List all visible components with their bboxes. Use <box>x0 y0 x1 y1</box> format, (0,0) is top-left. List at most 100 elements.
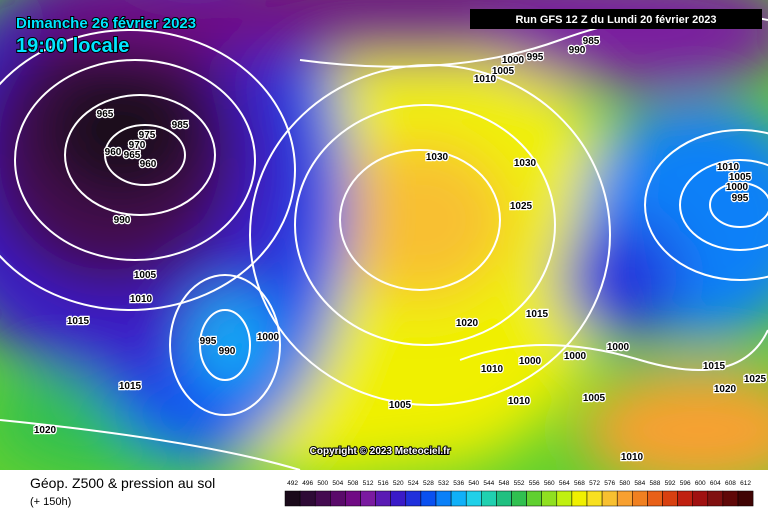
isobar-label: 1005 <box>729 172 752 183</box>
scale-label: 528 <box>423 480 434 487</box>
isobar-label: 1000 <box>607 342 630 353</box>
scale-label: 596 <box>680 480 691 487</box>
isobar-label: 975 <box>139 130 156 141</box>
scale-swatch <box>737 490 754 507</box>
isobar-label: 1010 <box>481 364 504 375</box>
scale-label: 604 <box>710 480 721 487</box>
isobar-label: 1010 <box>717 162 740 173</box>
footer-title: Géop. Z500 & pression au sol <box>30 475 215 491</box>
scale-label: 512 <box>363 480 374 487</box>
scale-label: 552 <box>514 480 525 487</box>
scale-swatch <box>616 490 633 507</box>
scale-label: 580 <box>619 480 630 487</box>
scale-label: 600 <box>695 480 706 487</box>
scale-label: 572 <box>589 480 600 487</box>
scale-label: 608 <box>725 480 736 487</box>
isobar-label: 995 <box>200 336 217 347</box>
scale-swatch <box>450 490 467 507</box>
scale-swatch <box>435 490 452 507</box>
isobar-label: 1010 <box>130 294 153 305</box>
isobar-label: 990 <box>569 45 586 56</box>
isobar-label: 1000 <box>726 182 749 193</box>
scale-label: 540 <box>468 480 479 487</box>
scale-label: 496 <box>302 480 313 487</box>
scale-label: 508 <box>348 480 359 487</box>
scale-label: 516 <box>378 480 389 487</box>
isobar-label: 1020 <box>714 384 737 395</box>
scale-swatch <box>647 490 663 507</box>
scale-label: 560 <box>544 480 555 487</box>
scale-swatch <box>284 490 301 507</box>
copyright: Copyright © 2023 Meteociel.fr <box>310 446 451 457</box>
scale-swatch <box>511 490 527 507</box>
scale-label: 612 <box>740 480 751 487</box>
isobar-label: 1010 <box>621 452 644 463</box>
isobar-label: 990 <box>114 215 131 226</box>
isobar-label: 960 <box>140 159 157 170</box>
scale-label: 500 <box>317 480 328 487</box>
field <box>0 0 768 490</box>
map-time: 19:00 locale <box>16 35 129 57</box>
isobar-label: 965 <box>97 109 114 120</box>
scale-swatch <box>465 490 482 507</box>
isobar-label: 995 <box>732 193 749 204</box>
scale-swatch <box>330 490 346 507</box>
scale-label: 584 <box>634 480 645 487</box>
isobar-label: 1010 <box>474 74 497 85</box>
isobar-label: 1005 <box>492 66 515 77</box>
scale-label: 532 <box>438 480 449 487</box>
isobar-label: 1005 <box>134 270 157 281</box>
scale-swatch <box>360 490 376 507</box>
isobar-label: 960 <box>105 147 122 158</box>
isobar-label: 1005 <box>583 393 606 404</box>
scale-label: 592 <box>665 480 676 487</box>
isobar-label: 1020 <box>456 318 479 329</box>
scale-swatch <box>420 490 437 507</box>
isobar-label: 1000 <box>257 332 280 343</box>
isobar-label: 1005 <box>389 400 412 411</box>
isobar-label: 1025 <box>744 374 767 385</box>
scale-label: 544 <box>483 480 494 487</box>
isobar-label: 990 <box>219 346 236 357</box>
isobar-label: 1015 <box>119 381 142 392</box>
scale-label: 588 <box>650 480 661 487</box>
scale-label: 524 <box>408 480 419 487</box>
scale-swatch <box>556 490 573 507</box>
scale-swatch <box>722 490 739 507</box>
scale-swatch <box>375 490 391 507</box>
map-date: Dimanche 26 février 2023 <box>16 15 196 32</box>
isobar-label: 1030 <box>426 152 449 163</box>
scale-swatch <box>496 490 512 507</box>
scale-swatch <box>345 490 361 507</box>
isobar-label: 1025 <box>510 201 533 212</box>
scale-swatch <box>692 490 709 507</box>
scale-label: 504 <box>332 480 343 487</box>
isobar-label: 985 <box>172 120 189 131</box>
scale-swatch <box>632 490 648 507</box>
scale-swatch <box>677 490 693 507</box>
isobar-label: 1015 <box>67 316 90 327</box>
isobar-label: 1015 <box>526 309 549 320</box>
isobar-label: 1010 <box>508 396 531 407</box>
scale-label: 564 <box>559 480 570 487</box>
run-box <box>470 9 762 29</box>
isobar-label: 1000 <box>564 351 587 362</box>
scale-label: 556 <box>529 480 540 487</box>
scale-swatch <box>314 490 331 507</box>
scale-swatch <box>586 490 603 507</box>
scale-swatch <box>481 490 497 507</box>
isobar-label: 1015 <box>703 361 726 372</box>
scale-swatch <box>541 490 558 507</box>
scale-swatch <box>390 490 407 507</box>
lead-time: (+ 150h) <box>30 496 71 508</box>
scale-swatch <box>526 490 542 507</box>
scale-swatch <box>299 490 316 507</box>
run-label: Run GFS 12 Z du Lundi 20 février 2023 <box>515 14 716 26</box>
isobar-label: 1000 <box>502 55 525 66</box>
isobar-label: 1020 <box>34 425 57 436</box>
scale-label: 568 <box>574 480 585 487</box>
isobar-label: 1030 <box>514 158 537 169</box>
